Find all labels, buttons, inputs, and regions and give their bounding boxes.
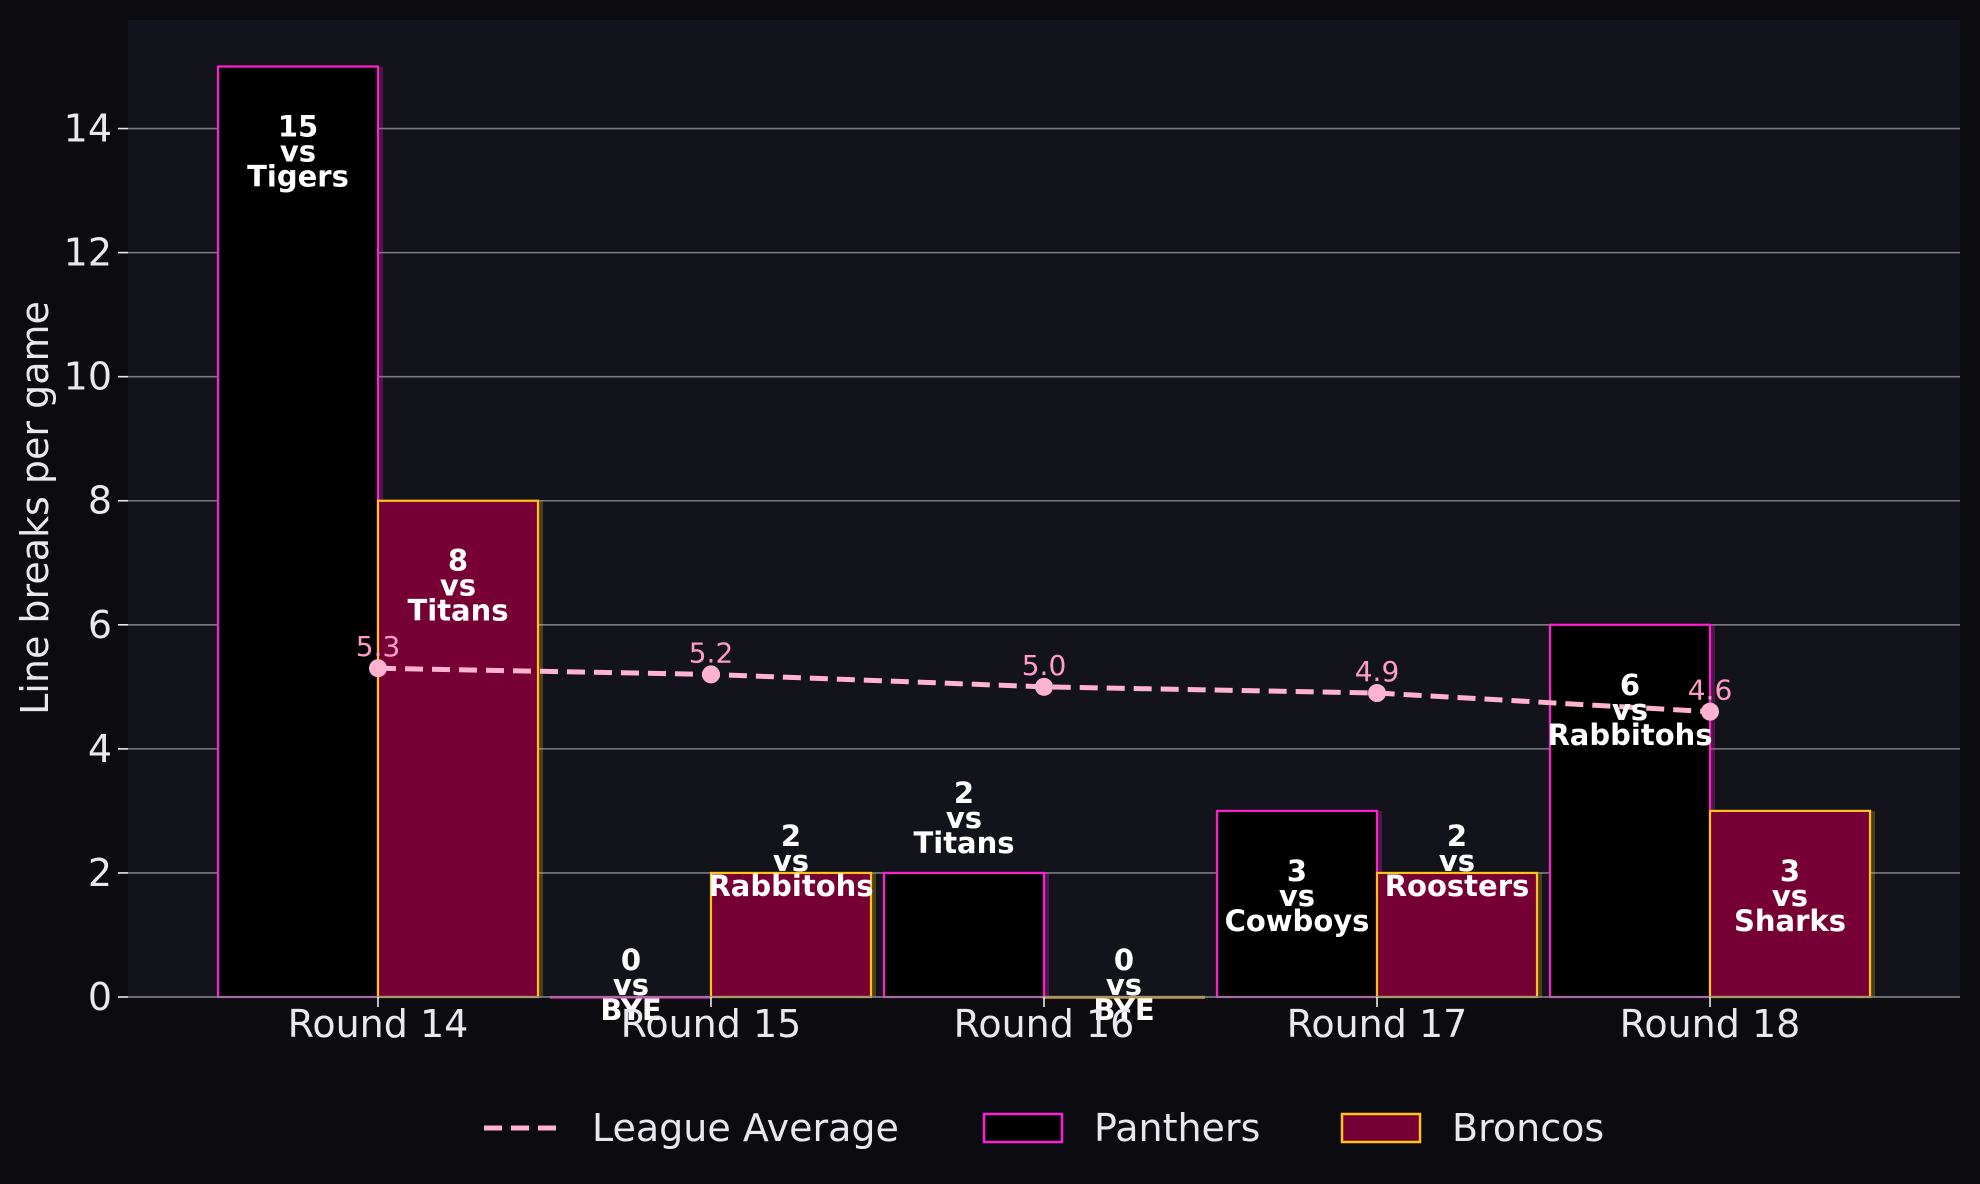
broncos-bar-label: Rabbitohs	[708, 869, 873, 903]
broncos-bar-label: Roosters	[1385, 869, 1530, 903]
league-average-label: 4.9	[1355, 655, 1400, 688]
panthers-bar	[882, 871, 1046, 999]
broncos-bar-label: 2	[781, 819, 801, 853]
broncos-bar-label: vs	[1439, 844, 1475, 878]
league-average-label: 5.0	[1022, 649, 1067, 682]
broncos-bar-label: 8	[448, 544, 468, 578]
broncos-bar-label: BYE	[1093, 993, 1154, 1027]
y-tick-label: 6	[88, 603, 112, 647]
league-average-point	[1701, 702, 1719, 721]
bars	[216, 65, 1875, 999]
panthers-bar-label: Tigers	[247, 160, 349, 194]
y-tick-label: 2	[88, 851, 112, 895]
panthers-bar-label: 15	[278, 110, 318, 144]
legend: League Average Panthers Broncos	[484, 1106, 1604, 1150]
panthers-bar	[1215, 809, 1379, 999]
league-average-label: 5.3	[356, 630, 401, 663]
panthers-bar-label: BYE	[600, 993, 661, 1027]
league-average-point	[702, 665, 720, 684]
panthers-bar-label: 3	[1287, 854, 1307, 888]
league-average-polyline	[377, 665, 1711, 715]
y-tick-label: 8	[88, 479, 112, 523]
x-tick-label: Round 14	[288, 1002, 469, 1046]
panthers-bar-label: 6	[1620, 668, 1640, 702]
x-tick-label: Round 18	[1620, 1002, 1801, 1046]
league-average-point	[369, 659, 387, 678]
league-average-point	[1368, 684, 1386, 703]
panthers-bar	[1548, 623, 1712, 999]
panthers-bar-label: Titans	[913, 826, 1014, 860]
broncos-bar-label: vs	[440, 569, 476, 603]
y-tick-label: 14	[64, 107, 112, 151]
y-tick-label: 12	[64, 231, 112, 275]
x-tick-label: Round 15	[621, 1002, 802, 1046]
broncos-bar	[376, 499, 540, 999]
league-average-line: 5.3 5.2 5.0 4.9 4.6	[356, 630, 1733, 721]
data-labels: 15vsTigers0vsBYE2vsTitans3vsCowboys6vsRa…	[247, 110, 1846, 1027]
panthers-bar-label: vs	[1279, 879, 1315, 913]
legend-broncos-swatch	[1340, 1112, 1422, 1144]
y-tick-label: 10	[64, 355, 112, 399]
broncos-bar	[709, 871, 873, 999]
league-average-point	[1035, 677, 1053, 696]
legend-label: Panthers	[1094, 1106, 1260, 1150]
panthers-bar-label: vs	[1612, 693, 1648, 727]
y-tick-label: 0	[88, 975, 112, 1019]
broncos-bar-label: Sharks	[1734, 904, 1846, 938]
panthers-bar-label: 2	[954, 776, 974, 810]
x-tick-label: Round 17	[1287, 1002, 1468, 1046]
league-average-label: 4.6	[1688, 674, 1733, 707]
x-tick-label: Round 16	[954, 1002, 1135, 1046]
broncos-bar-label: 3	[1780, 854, 1800, 888]
legend-label: Broncos	[1452, 1106, 1604, 1150]
panthers-bar-label: Cowboys	[1225, 904, 1370, 938]
panthers-bar	[216, 65, 380, 999]
panthers-bar-label: vs	[280, 135, 316, 169]
legend-panthers-swatch	[982, 1112, 1064, 1144]
broncos-bar-label: Titans	[407, 594, 508, 628]
broncos-bar-label: 0	[1114, 943, 1134, 977]
legend-label: League Average	[592, 1106, 899, 1150]
axes: 0 2 4 6 8 10 12 14 Round 14 Round 15 Round 16 Round…	[64, 107, 1960, 1046]
broncos-bar-label: vs	[1772, 879, 1808, 913]
panthers-bar-label: Rabbitohs	[1547, 718, 1712, 752]
broncos-bar-label: 2	[1447, 819, 1467, 853]
y-axis-title: Line breaks per game	[13, 301, 57, 715]
panthers-bar-label: 0	[621, 943, 641, 977]
league-average-label: 5.2	[689, 636, 734, 669]
panthers-bar-label: vs	[946, 801, 982, 835]
broncos-bar-label: vs	[773, 844, 809, 878]
broncos-bar	[1708, 809, 1872, 999]
y-tick-label: 4	[88, 727, 112, 771]
